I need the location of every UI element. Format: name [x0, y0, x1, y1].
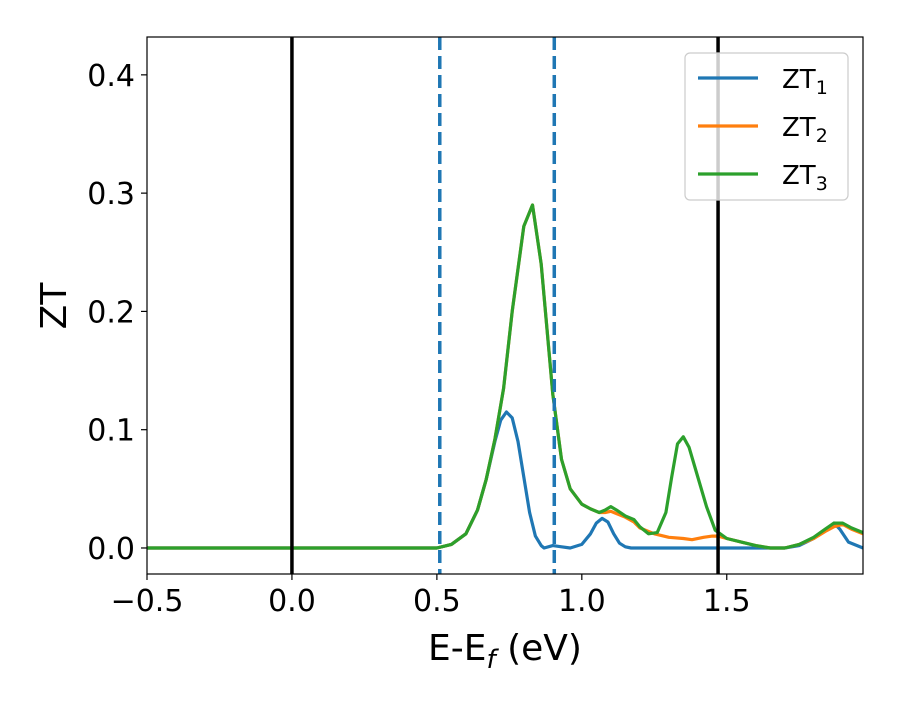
- legend-label-subscript: 2: [816, 125, 828, 147]
- legend-label-zt2: ZT2: [782, 113, 828, 147]
- legend-label-zt1: ZT1: [782, 65, 828, 99]
- x-axis-title-unit: (eV): [496, 628, 582, 669]
- y-tick-label: 0.2: [87, 295, 135, 330]
- legend-label-main: ZT: [782, 161, 816, 191]
- plot-frame: [146, 36, 864, 575]
- series-line-zt1: [147, 410, 863, 550]
- x-axis-title: E-Ef (eV): [428, 628, 582, 675]
- legend-label-main: ZT: [782, 65, 816, 95]
- legend-box: [684, 52, 849, 201]
- x-tick-label: 0.0: [268, 584, 316, 619]
- legend-label-subscript: 1: [816, 77, 828, 99]
- x-axis-title-main: E-E: [428, 628, 486, 669]
- y-tick-label: 0.0: [87, 532, 135, 567]
- axis-ticks: −0.5 0.0 0.5 1.0 1.5 0.0 0.1 0.2 0.3 0.4: [87, 59, 750, 619]
- series-line-zt3: [147, 203, 863, 550]
- y-tick-label: 0.4: [87, 59, 135, 94]
- legend-label-zt3: ZT3: [782, 161, 828, 195]
- x-tick-label: 0.5: [413, 584, 461, 619]
- y-axis-title: ZT: [34, 282, 75, 330]
- y-tick-label: 0.3: [87, 177, 135, 212]
- x-tick-label: 1.5: [703, 584, 751, 619]
- legend-label-main: ZT: [782, 113, 816, 143]
- x-tick-label: 1.0: [558, 584, 606, 619]
- legend-label-subscript: 3: [816, 173, 828, 195]
- y-tick-label: 0.1: [87, 414, 135, 449]
- x-tick-label: −0.5: [111, 584, 184, 619]
